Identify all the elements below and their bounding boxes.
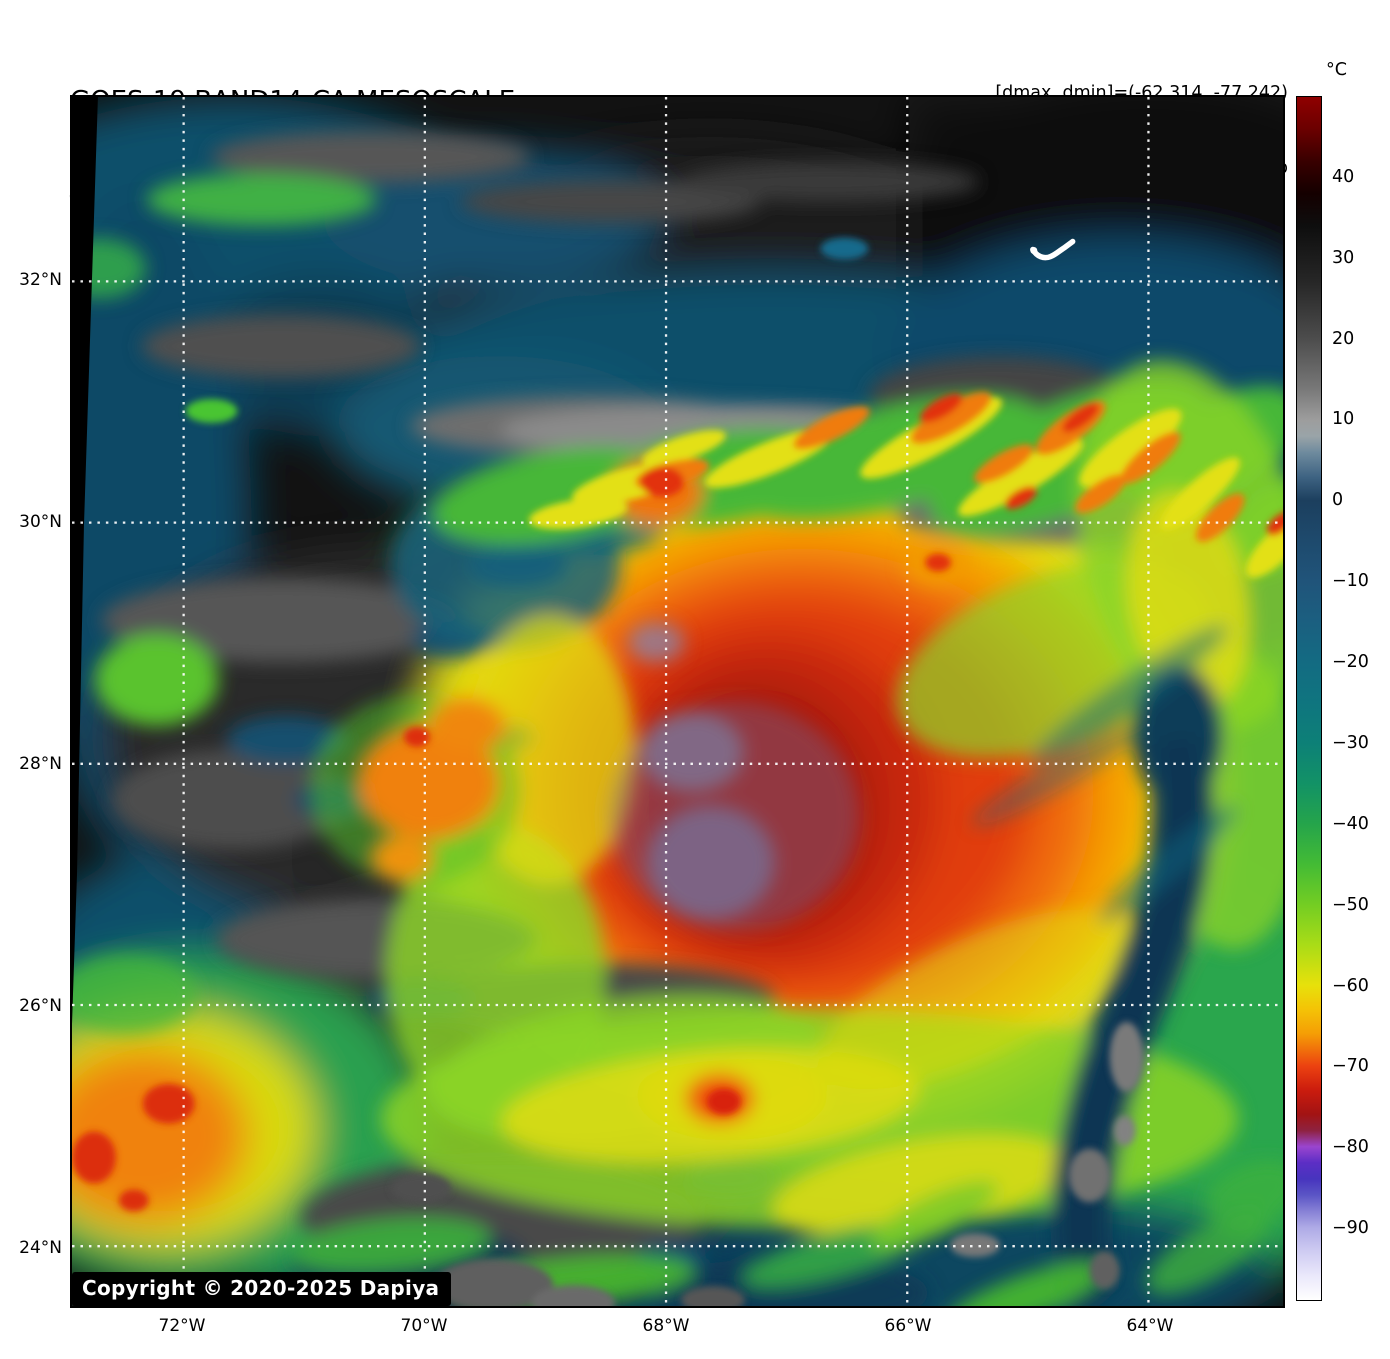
lat-axis-label: 30°N	[19, 512, 62, 532]
copyright-badge: Copyright © 2020-2025 Dapiya	[72, 1272, 452, 1306]
colorbar-tick-label: −10	[1332, 571, 1369, 592]
satellite-imagery	[72, 97, 1283, 1306]
colorbar-tick-label: −70	[1332, 1056, 1369, 1077]
colorbar-tick-label: 30	[1332, 247, 1355, 268]
lat-axis-label: 24°N	[19, 1238, 62, 1258]
latlon-gridlines	[72, 97, 1283, 1306]
colorbar-tick-label: −40	[1332, 813, 1369, 834]
no-data-wedge	[72, 97, 98, 1024]
colorbar-tick-label: −60	[1332, 975, 1369, 996]
colorbar-tick-label: −80	[1332, 1137, 1369, 1158]
colorbar-unit-label: °C	[1326, 60, 1347, 80]
colorbar-tick-label: 0	[1332, 490, 1344, 511]
bermuda-island-marker	[1030, 238, 1076, 261]
colorbar-tick-label: 20	[1332, 328, 1355, 349]
lat-axis-label: 26°N	[19, 996, 62, 1016]
colorbar-tick-label: 40	[1332, 166, 1355, 187]
lon-axis-label: 66°W	[884, 1316, 932, 1336]
colorbar-tick-label: −20	[1332, 652, 1369, 673]
lon-axis-label: 70°W	[400, 1316, 448, 1336]
lat-axis-label: 28°N	[19, 754, 62, 774]
lon-axis-label: 68°W	[642, 1316, 690, 1336]
colorbar	[1296, 96, 1322, 1301]
lat-axis-label: 32°N	[19, 270, 62, 290]
satellite-map: Copyright © 2020-2025 Dapiya	[70, 95, 1285, 1308]
colorbar-tick-label: −90	[1332, 1218, 1369, 1239]
colorbar-tick-label: −30	[1332, 732, 1369, 753]
colorbar-tick-label: 10	[1332, 409, 1355, 430]
lon-axis-label: 72°W	[158, 1316, 206, 1336]
lon-axis-label: 64°W	[1126, 1316, 1174, 1336]
ir-fine-details	[72, 237, 1283, 1306]
colorbar-tick-label: −50	[1332, 894, 1369, 915]
colorbar-gradient	[1297, 97, 1321, 1300]
